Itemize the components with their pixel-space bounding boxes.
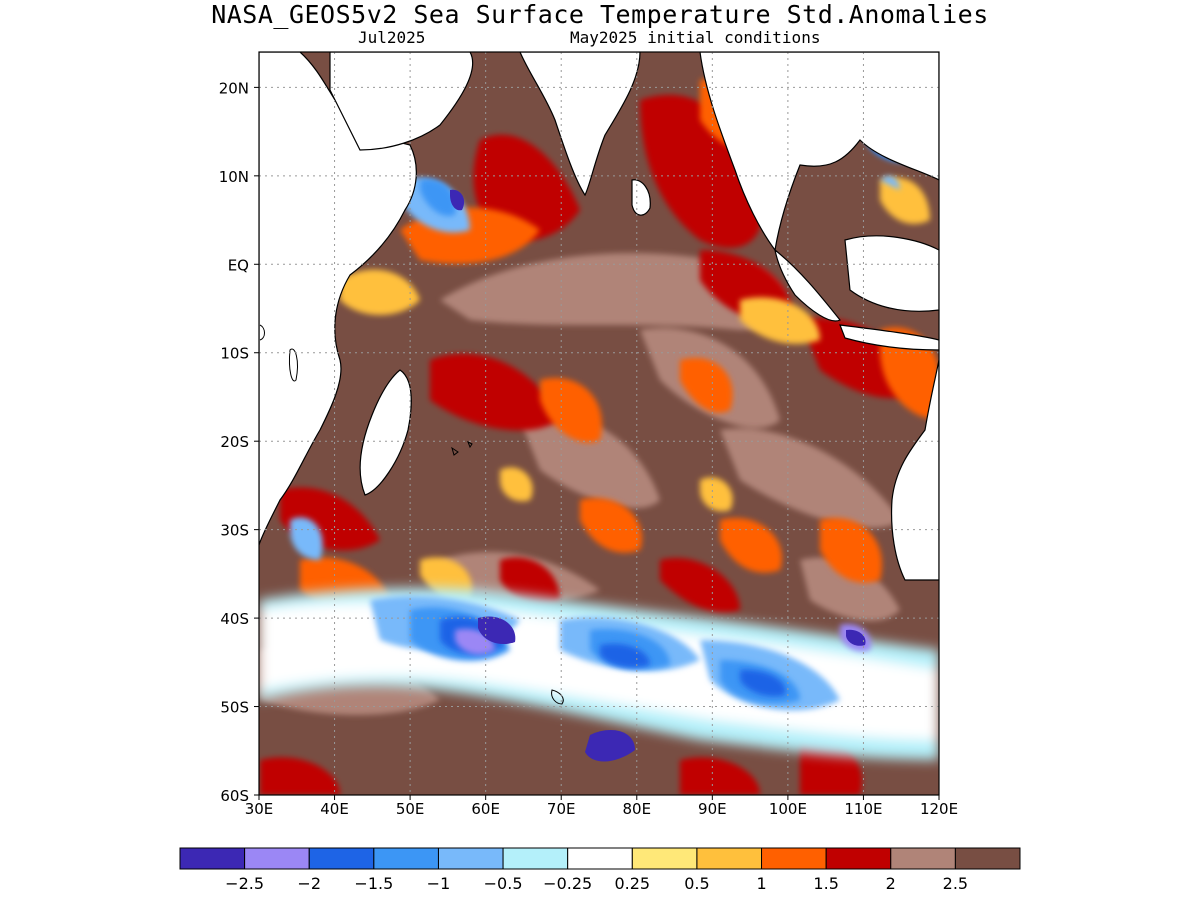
lat-tick-label: 10S bbox=[220, 345, 249, 363]
colorbar-label: 2.5 bbox=[943, 874, 968, 893]
lon-tick-label: 50E bbox=[396, 800, 425, 818]
lon-tick-label: 40E bbox=[320, 800, 349, 818]
lon-tick-label: 70E bbox=[547, 800, 576, 818]
forecast-month: Jul2025 bbox=[358, 28, 426, 47]
lon-tick-label: 60E bbox=[471, 800, 500, 818]
colorbar-label: 0.25 bbox=[614, 874, 650, 893]
colorbar-swatch bbox=[502, 847, 569, 870]
colorbar-label: −2 bbox=[297, 874, 321, 893]
colorbar-label: −1 bbox=[427, 874, 451, 893]
colorbar-label: −2.5 bbox=[225, 874, 264, 893]
lon-tick-label: 120E bbox=[920, 800, 958, 818]
colorbar-swatch bbox=[696, 847, 763, 870]
lat-tick-label: EQ bbox=[228, 256, 249, 274]
colorbar-label: 1.5 bbox=[813, 874, 838, 893]
graticule bbox=[259, 52, 939, 795]
map-title: NASA_GEOS5v2 Sea Surface Temperature Std… bbox=[211, 0, 989, 29]
colorbar-swatch bbox=[631, 847, 698, 870]
colorbar-label: −1.5 bbox=[354, 874, 393, 893]
colorbar: −2.5 −2 −1.5 −1 −0.5 −0.25 0.25 0.5 1 1.5 2 2.5 bbox=[179, 847, 1021, 893]
colorbar-label: −0.5 bbox=[484, 874, 523, 893]
colorbar-swatch bbox=[373, 847, 439, 870]
colorbar-swatch bbox=[954, 847, 1021, 870]
colorbar-swatch bbox=[179, 847, 246, 870]
lat-tick-label: 40S bbox=[220, 610, 249, 628]
islands bbox=[259, 324, 564, 705]
map-frame bbox=[258, 51, 940, 796]
colorbar-swatch bbox=[761, 847, 827, 870]
colorbar-swatch bbox=[890, 847, 956, 870]
colorbar-swatch bbox=[244, 847, 310, 870]
lat-tick-label: 30S bbox=[220, 522, 249, 540]
lat-tick-label: 10N bbox=[219, 168, 249, 186]
colorbar-label: 2 bbox=[886, 874, 896, 893]
lon-tick-label: 110E bbox=[844, 800, 882, 818]
colorbar-swatch bbox=[567, 847, 633, 870]
lat-tick-label: 20S bbox=[220, 433, 249, 451]
lat-tick-label: 50S bbox=[220, 699, 249, 717]
lon-tick-label: 90E bbox=[698, 800, 727, 818]
landmass bbox=[259, 52, 939, 581]
lon-tick-label: 30E bbox=[245, 800, 274, 818]
anomaly-field bbox=[259, 52, 939, 795]
colorbar-swatch bbox=[825, 847, 892, 870]
map-axes: 30E 40E 50E 60E 70E 80E 90E 100E 110E 120E 20N 10N E… bbox=[219, 79, 958, 818]
lat-tick-label: 20N bbox=[219, 79, 249, 97]
colorbar-label: 0.5 bbox=[684, 874, 709, 893]
colorbar-label: −0.25 bbox=[543, 874, 592, 893]
colorbar-swatch bbox=[308, 847, 375, 870]
lon-tick-label: 100E bbox=[769, 800, 807, 818]
lon-tick-label: 80E bbox=[622, 800, 651, 818]
colorbar-label: 1 bbox=[756, 874, 766, 893]
lat-tick-label: 60S bbox=[220, 787, 249, 805]
initial-conditions: May2025 initial conditions bbox=[570, 28, 821, 47]
colorbar-swatch bbox=[437, 847, 504, 870]
